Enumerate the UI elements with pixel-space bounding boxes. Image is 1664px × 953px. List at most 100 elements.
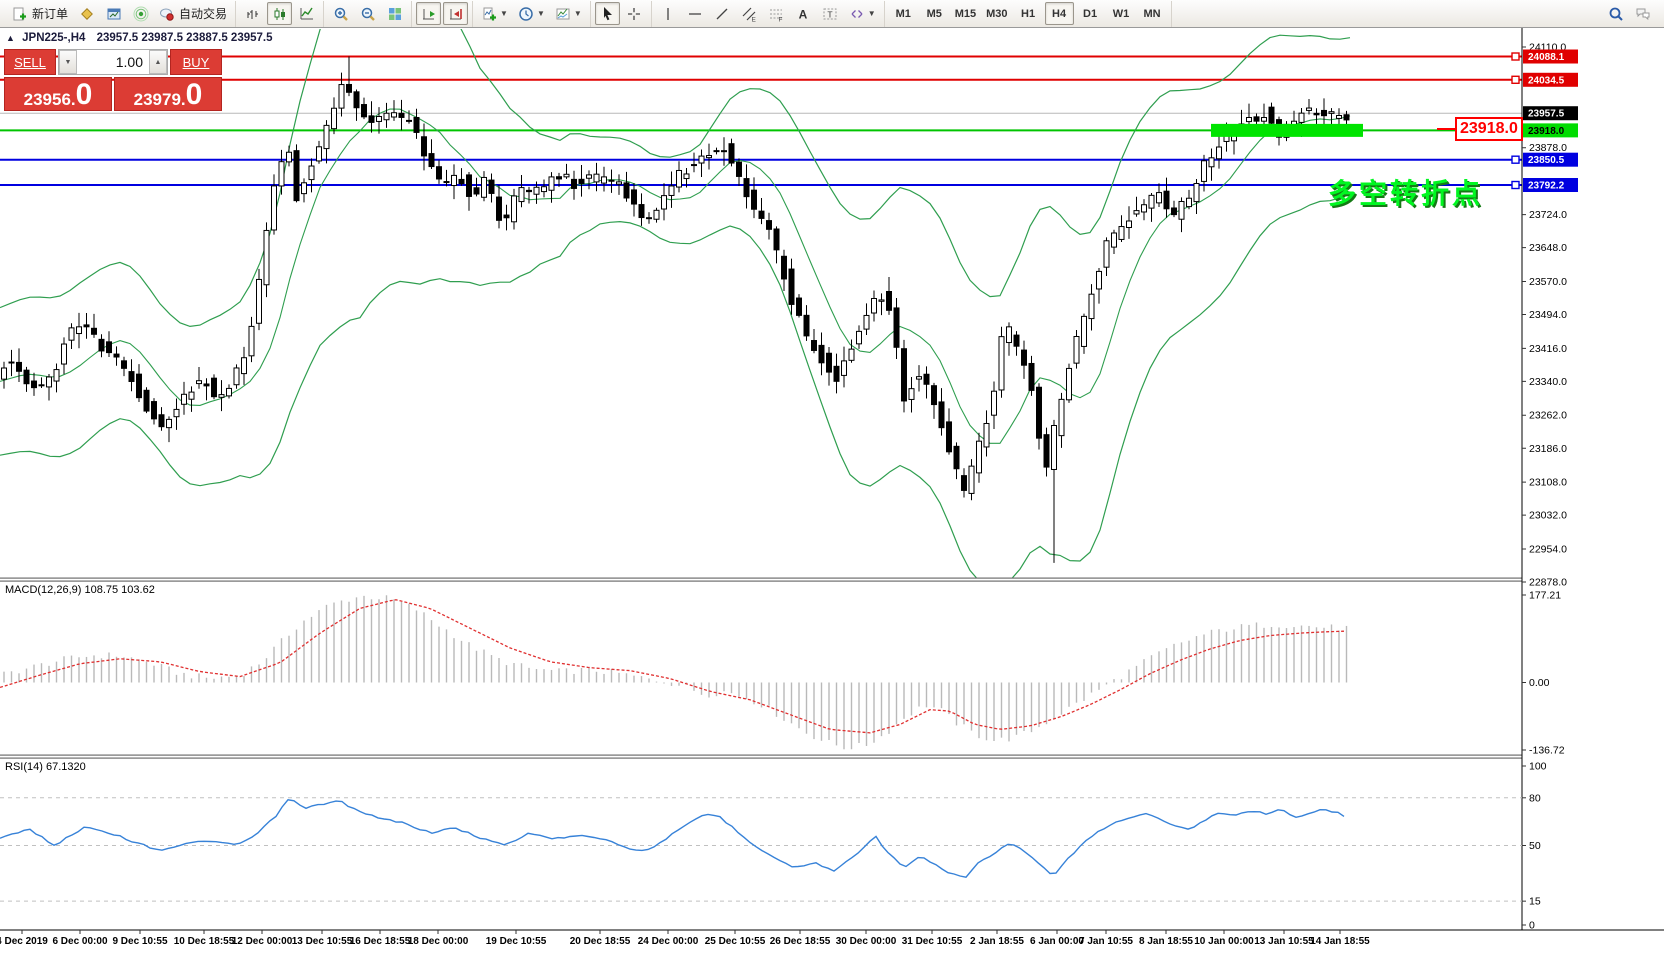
signals-button[interactable] [128,2,153,25]
svg-text:50: 50 [1529,840,1541,852]
sell-button[interactable]: SELL [4,49,56,75]
panel-collapse-arrow[interactable]: ▲ [6,33,15,43]
svg-text:23648.0: 23648.0 [1529,242,1567,254]
svg-text:A: A [799,7,808,21]
timeframe-m5[interactable]: M5 [920,2,949,25]
highlight-zone[interactable] [1211,123,1363,137]
text-label-button[interactable]: T [818,2,843,25]
price-axis[interactable]: 24110.023878.023724.023648.023570.023494… [1522,42,1578,589]
chat-button[interactable] [1630,2,1655,25]
price-flag-label[interactable]: 23918.0 [1455,117,1523,141]
zoom-in-button[interactable] [328,2,353,25]
fibonacci-button[interactable]: F [764,2,789,25]
line-handle [1511,180,1520,190]
svg-text:30 Dec 00:00: 30 Dec 00:00 [836,936,897,947]
toolbar-group-scroll [412,0,474,27]
svg-text:10 Jan 00:00: 10 Jan 00:00 [1194,936,1254,947]
rsi-panel [0,797,1522,902]
zoom-out-button[interactable] [355,2,380,25]
chevron-down-icon: ▼ [867,9,876,18]
autotrading-icon [159,6,175,22]
chart-window-button[interactable] [101,2,126,25]
autotrading-button[interactable]: 自动交易 [155,2,231,25]
volume-stepper: ▼ 1.00 ▲ [58,49,168,75]
search-button[interactable] [1603,2,1628,25]
rsi-label: RSI(14) 67.1320 [5,761,86,773]
macd-label: MACD(12,26,9) 108.75 103.62 [5,584,155,596]
svg-text:24 Dec 00:00: 24 Dec 00:00 [638,936,699,947]
svg-text:12 Dec 00:00: 12 Dec 00:00 [232,936,293,947]
timeframe-h4[interactable]: H4 [1044,2,1074,25]
channel-button[interactable]: E [737,2,762,25]
line-chart-button[interactable] [294,2,319,25]
text-icon: A [795,6,811,22]
templates-button[interactable]: ▼ [551,2,586,25]
toolbar-group-chart-type [236,0,325,27]
toolbar-right [1602,2,1664,25]
buy-button[interactable]: BUY [170,49,222,75]
sell-price[interactable]: 23956 . 0 [4,77,112,111]
chart-window-icon [106,6,122,22]
toolbar-group-trade: 新订单 自动交易 [4,0,237,27]
candlestick-button[interactable] [267,2,293,25]
svg-text:6 Dec 00:00: 6 Dec 00:00 [52,936,107,947]
zoom-out-icon [360,6,376,22]
timeframe-m30[interactable]: M30 [982,2,1011,25]
bollinger-lower [0,193,1351,578]
buy-price-main: 23979 [133,90,181,109]
periods-button[interactable]: ▼ [514,2,549,25]
chart-shift-button[interactable] [443,2,469,25]
cursor-button[interactable] [594,2,620,25]
volume-down-button[interactable]: ▼ [59,50,77,74]
vline-icon [660,6,676,22]
svg-text:22878.0: 22878.0 [1529,577,1567,589]
svg-text:100: 100 [1529,761,1547,773]
timeframe-m1[interactable]: M1 [889,2,918,25]
svg-text:23850.5: 23850.5 [1528,155,1565,166]
buy-price-big: 0 [185,78,203,112]
line-handle [1511,75,1520,84]
timeframe-d1[interactable]: D1 [1076,2,1105,25]
svg-text:31 Dec 10:55: 31 Dec 10:55 [902,936,963,947]
indicators-button[interactable]: ▼ [477,2,512,25]
indicators-icon [481,6,497,22]
horizontal-line-button[interactable] [683,2,708,25]
svg-text:23878.0: 23878.0 [1529,142,1567,154]
svg-text:E: E [752,16,757,22]
tile-windows-button[interactable] [382,2,407,25]
cursor-icon [599,6,615,22]
toolbar: 新订单 自动交易 ▼ ▼ ▼ E F A T ▼ M1 M5 M15 M30 H1 H4 D1 W1 MN [0,0,1664,28]
auto-scroll-button[interactable] [416,2,442,25]
crosshair-button[interactable] [622,2,647,25]
time-axis[interactable]: 4 Dec 2019 6 Dec 00:00 9 Dec 10:55 10 Dec 1… [0,930,1370,947]
timeframe-h1[interactable]: H1 [1014,2,1043,25]
price-flag-connector [1437,128,1455,130]
line-chart-icon [299,6,315,22]
annotation-text[interactable]: 多空转折点 [1328,178,1484,209]
market-watch-button[interactable] [74,2,99,25]
timeframe-mn[interactable]: MN [1138,2,1167,25]
bar-chart-button[interactable] [240,2,265,25]
buy-price[interactable]: 23979 . 0 [114,77,222,111]
volume-up-button[interactable]: ▲ [149,50,167,74]
timeframe-m15[interactable]: M15 [951,2,980,25]
svg-text:13 Jan 10:55: 13 Jan 10:55 [1254,936,1314,947]
level-lines [0,52,1522,190]
timeframe-w1[interactable]: W1 [1107,2,1136,25]
svg-text:23792.2: 23792.2 [1528,181,1565,192]
volume-value[interactable]: 1.00 [115,54,143,70]
new-order-button[interactable]: 新订单 [8,2,72,25]
periods-icon [518,6,534,22]
text-button[interactable]: A [791,2,816,25]
new-order-button-label: 新订单 [32,7,69,21]
arrows-button[interactable]: ▼ [845,2,880,25]
svg-text:22954.0: 22954.0 [1529,543,1567,555]
hline-icon [687,6,703,22]
one-click-trading-panel: SELL ▼ 1.00 ▲ BUY 23956 . 0 23979 . 0 [4,49,222,111]
toolbar-group-pointer [591,0,652,27]
svg-text:T: T [828,9,833,19]
trendline-button[interactable] [710,2,735,25]
vertical-line-button[interactable] [656,2,681,25]
